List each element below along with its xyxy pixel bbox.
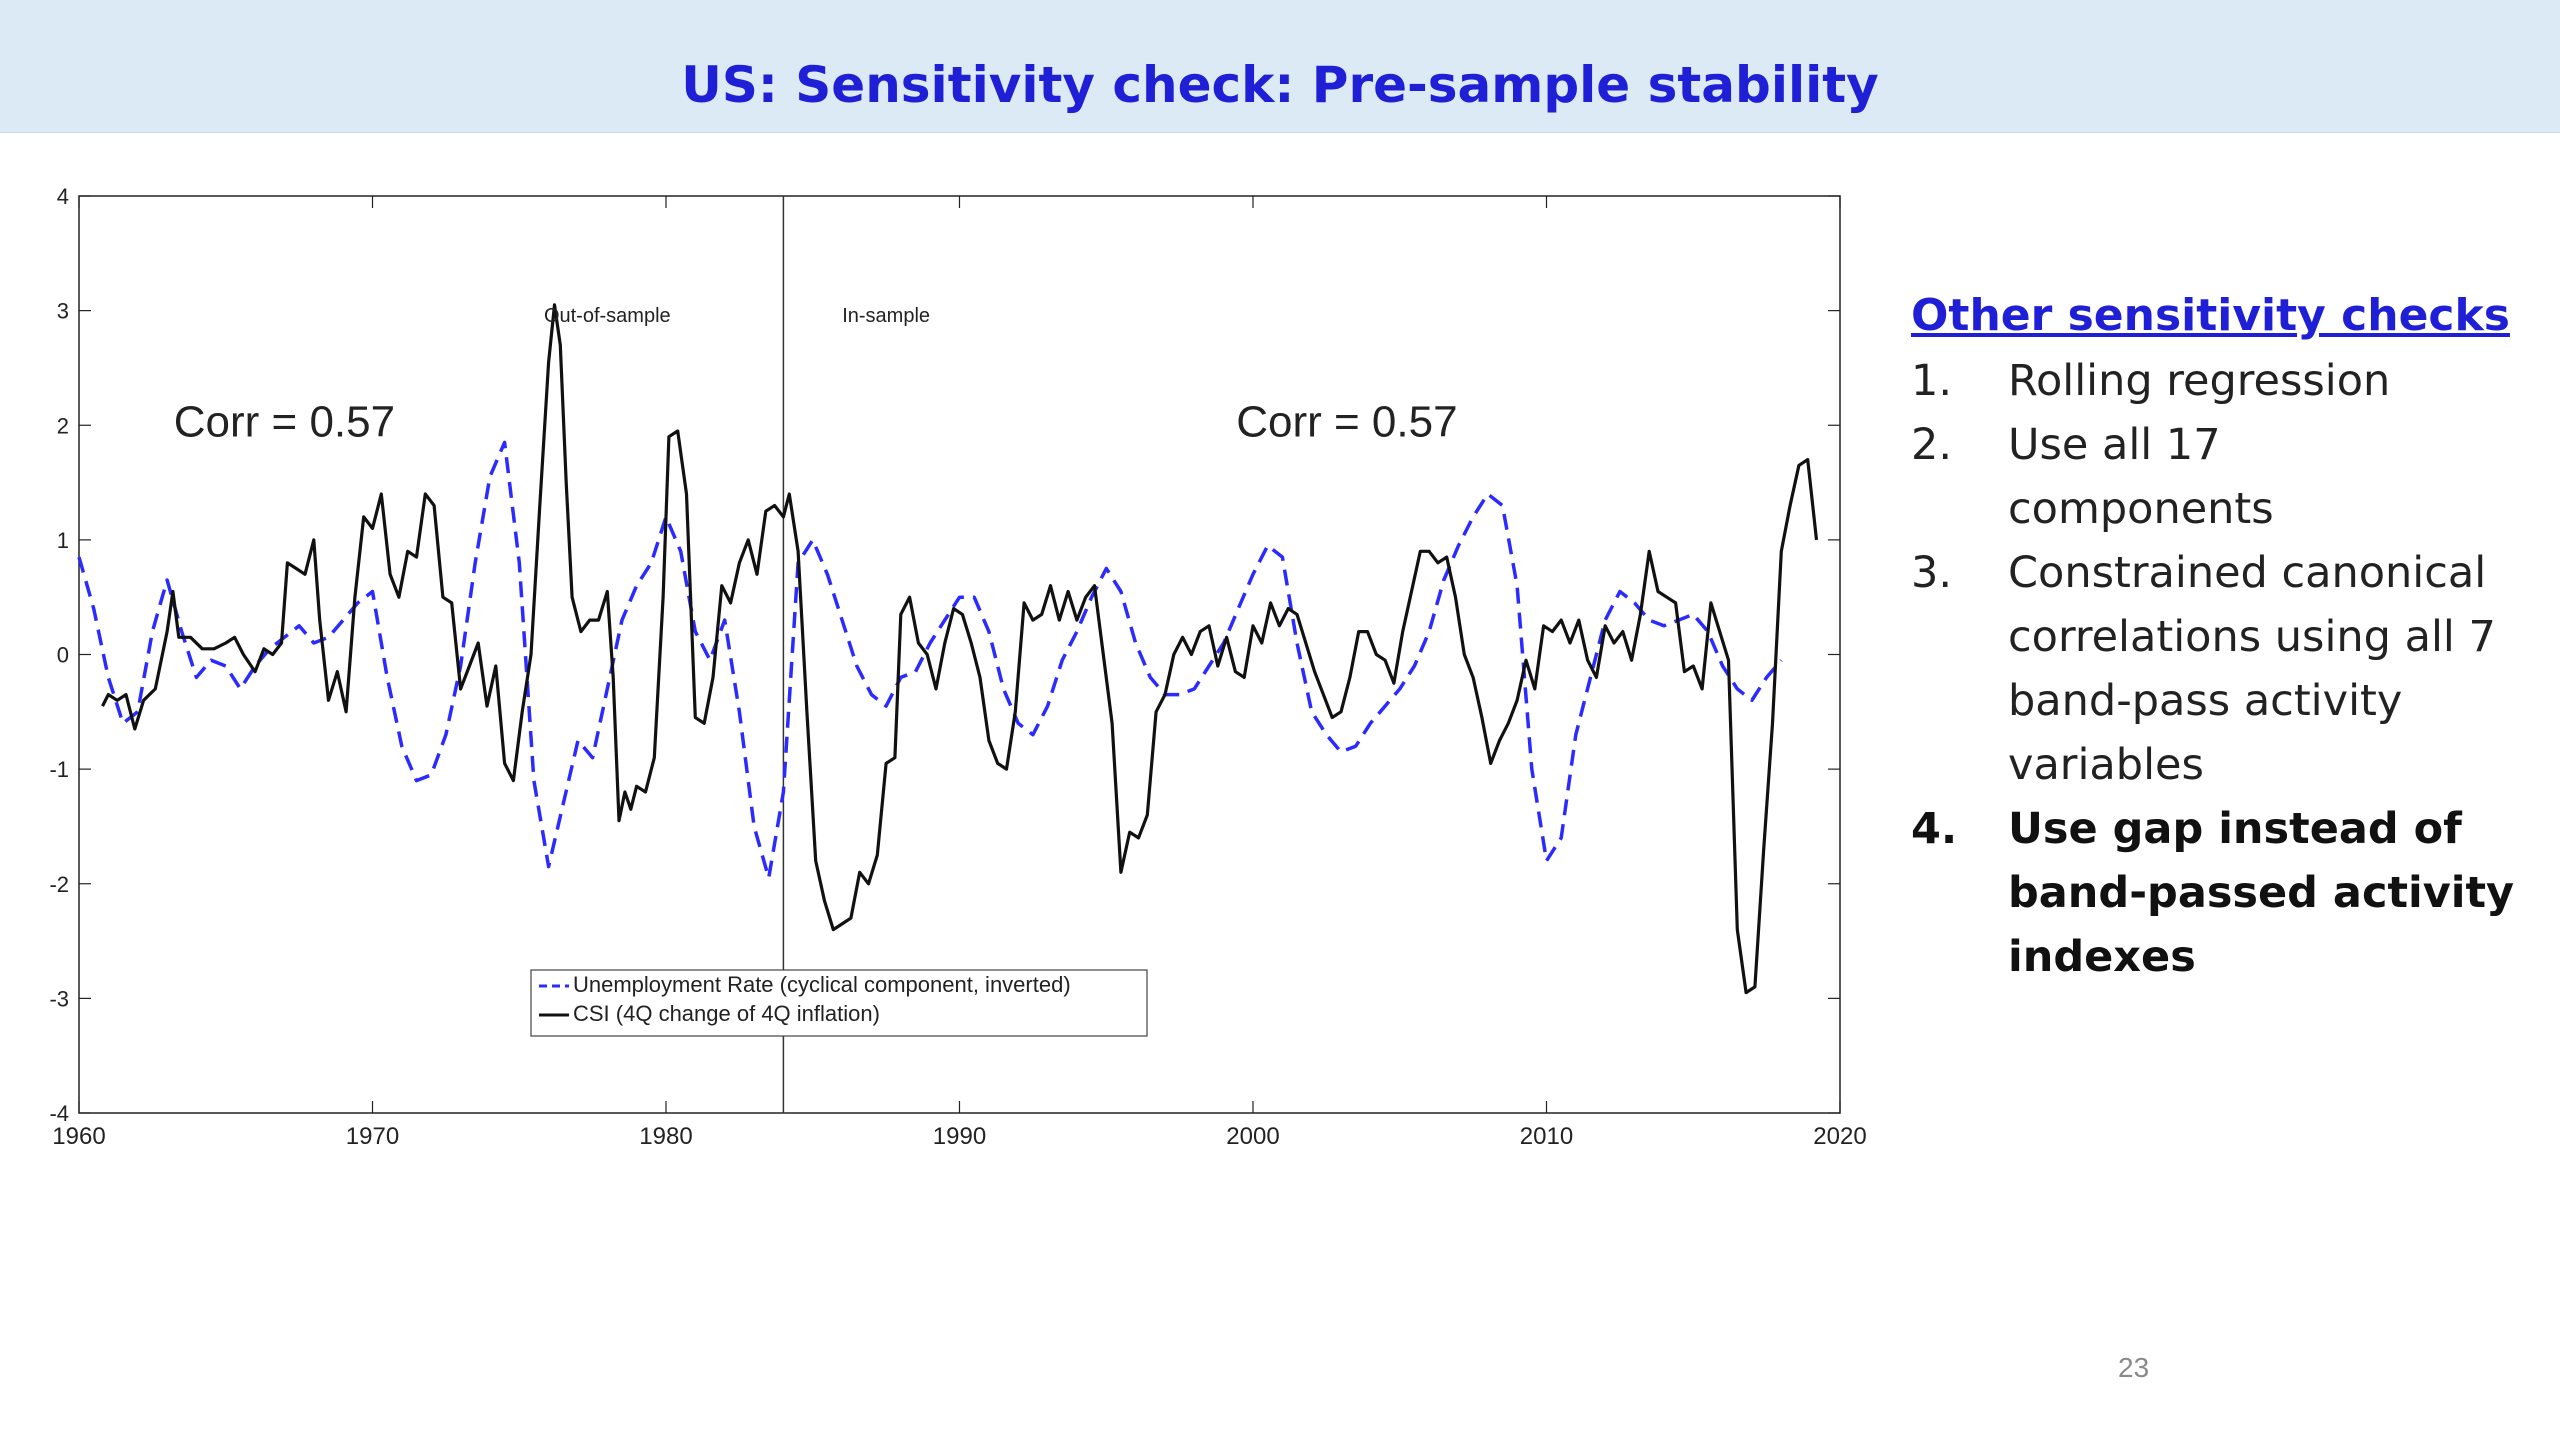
sample-region-label: Out-of-sample — [544, 305, 671, 327]
y-tick-label: -3 — [49, 986, 69, 1011]
x-tick-label: 1980 — [639, 1123, 692, 1150]
check-item-2: 2. Use all 17 components — [1908, 413, 2548, 541]
check-item-3: 3. Constrained canonical correlations us… — [1908, 541, 2548, 797]
x-tick-label: 1960 — [52, 1123, 105, 1150]
y-tick-label: 0 — [57, 643, 69, 668]
check-number: 1. — [1911, 356, 1953, 406]
y-tick-label: 4 — [57, 184, 69, 209]
y-tick-label: -4 — [49, 1101, 69, 1126]
y-tick-label: -2 — [49, 872, 69, 897]
check-text: Use all 17 components — [2008, 420, 2274, 534]
y-tick-label: -1 — [49, 757, 69, 782]
legend-label: CSI (4Q change of 4Q inflation) — [573, 1001, 880, 1026]
legend — [530, 969, 1148, 1037]
check-number: 2. — [1911, 420, 1953, 470]
correlation-label: Corr = 0.57 — [1236, 398, 1457, 447]
csi-series-line — [101, 303, 1819, 995]
x-tick-label: 2010 — [1520, 1123, 1573, 1150]
x-tick-label: 2020 — [1813, 1123, 1866, 1150]
sample-region-label: In-sample — [842, 305, 930, 327]
y-tick-label: 2 — [57, 413, 69, 438]
y-tick-label: 1 — [57, 528, 69, 553]
check-item-4: 4. Use gap instead of band-passed activi… — [1908, 797, 2548, 989]
x-tick-label: 1990 — [933, 1123, 986, 1150]
check-number: 3. — [1911, 548, 1953, 598]
y-tick-label: 3 — [57, 299, 69, 324]
page-number: 23 — [2118, 1352, 2150, 1383]
title-bar — [0, 0, 2560, 133]
line-chart: 1960 1970 1980 1990 2000 2010 2020 -4 -3 -2 -1 0 1 2 3… — [49, 184, 1866, 1150]
slide-title: US: Sensitivity check: Pre-sample stabil… — [681, 56, 1879, 114]
x-tick-label: 2000 — [1226, 1123, 1279, 1150]
sensitivity-list-panel: Other sensitivity checks 1. Rolling regr… — [1908, 290, 2548, 989]
check-item-1: 1. Rolling regression — [1908, 349, 2548, 413]
legend-label: Unemployment Rate (cyclical component, i… — [573, 972, 1071, 997]
check-text: Use gap instead of band-passed activity … — [2008, 804, 2515, 982]
check-text: Constrained canonical correlations using… — [2008, 548, 2496, 790]
other-checks-heading: Other sensitivity checks — [1911, 290, 2510, 341]
check-number: 4. — [1911, 804, 1958, 854]
correlation-label: Corr = 0.57 — [174, 398, 395, 447]
x-tick-label: 1970 — [346, 1123, 399, 1150]
plot-frame — [78, 195, 1841, 1114]
unemployment-series-line — [77, 440, 1783, 880]
check-text: Rolling regression — [2008, 356, 2391, 406]
